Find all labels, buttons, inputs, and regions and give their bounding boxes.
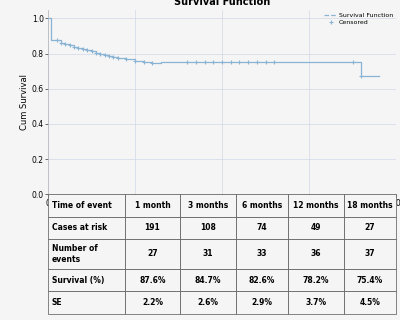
Legend: Survival Function, Censored: Survival Function, Censored: [324, 13, 393, 25]
Title: Survival Function: Survival Function: [174, 0, 270, 7]
Y-axis label: Cum Survival: Cum Survival: [20, 74, 29, 130]
X-axis label: Follow up in months: Follow up in months: [171, 212, 273, 221]
